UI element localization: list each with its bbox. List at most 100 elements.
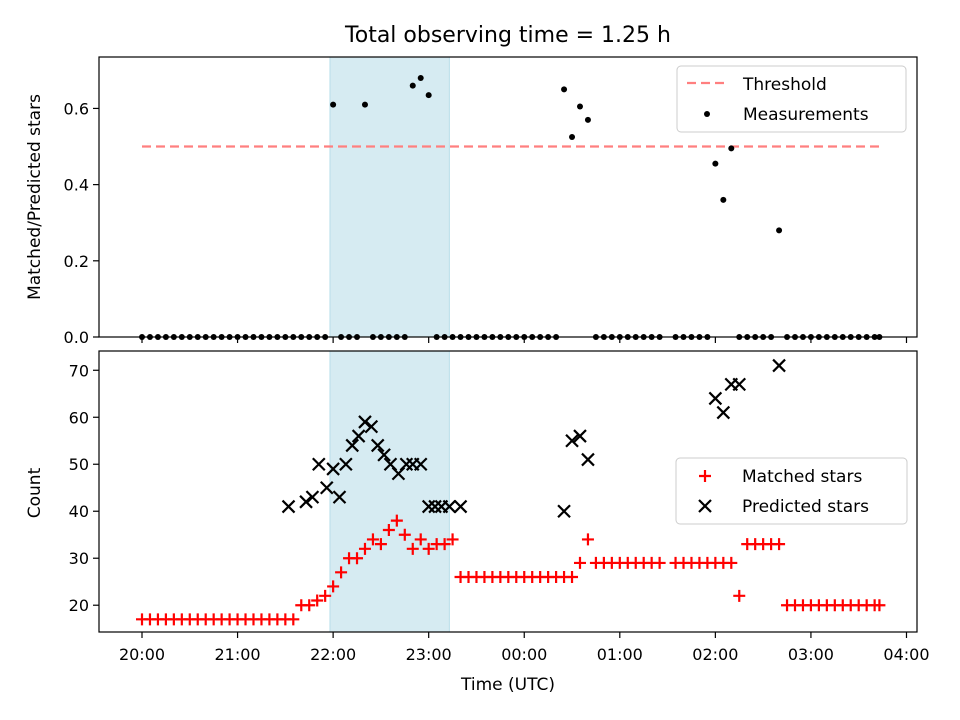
predicted-star-marker bbox=[399, 457, 414, 472]
predicted-star-marker bbox=[581, 452, 595, 467]
predicted-star-marker bbox=[281, 499, 296, 514]
matched-star-marker bbox=[414, 533, 427, 546]
x-axis-label: Time (UTC) bbox=[460, 675, 555, 695]
top-y-axis-label: Matched/Predicted stars bbox=[25, 94, 45, 300]
matched-star-marker bbox=[733, 589, 746, 602]
measurement-point bbox=[361, 101, 368, 108]
bottom-x-tick-label: 00:00 bbox=[501, 645, 547, 664]
matched-star-marker bbox=[398, 528, 411, 541]
highlight-span-rect bbox=[329, 350, 450, 633]
predicted-star-marker bbox=[716, 405, 731, 420]
bottom-y-axis-label: Count bbox=[25, 467, 45, 518]
legend-matched-label: Matched stars bbox=[742, 467, 862, 487]
matched-star-marker bbox=[303, 599, 316, 612]
top-legend: Threshold Measurements bbox=[676, 65, 907, 133]
predicted-star-marker bbox=[299, 495, 313, 509]
top-y-tick-label: 0.4 bbox=[64, 176, 89, 195]
bottom-x-tick-label: 20:00 bbox=[119, 645, 165, 664]
predicted-star-marker bbox=[305, 490, 320, 504]
bottom-x-tick-label: 02:00 bbox=[692, 645, 738, 664]
predicted-star-marker bbox=[339, 457, 353, 472]
measurement-point bbox=[576, 103, 583, 110]
predicted-star-marker bbox=[442, 499, 457, 514]
legend-predicted-label: Predicted stars bbox=[742, 497, 869, 517]
matched-star-marker bbox=[725, 556, 738, 569]
matched-star-marker bbox=[319, 589, 332, 602]
bottom-legend: Matched stars Predicted stars bbox=[675, 457, 908, 525]
bottom-x-tick-label: 23:00 bbox=[406, 645, 452, 664]
bottom-y-tick-label: 50 bbox=[69, 455, 89, 474]
measurement-point bbox=[720, 196, 727, 203]
top-series-layer bbox=[139, 74, 883, 340]
bottom-y-tick-label: 70 bbox=[69, 361, 89, 380]
predicted-star-marker bbox=[573, 429, 587, 443]
matched-star-marker bbox=[406, 542, 419, 555]
bottom-y-tick-label: 40 bbox=[69, 502, 89, 521]
matched-star-marker bbox=[351, 552, 364, 565]
predicted-star-marker bbox=[732, 377, 747, 392]
predicted-star-marker bbox=[332, 490, 347, 504]
matched-star-marker bbox=[374, 538, 387, 551]
top-axes-frame bbox=[98, 56, 918, 338]
matched-star-marker bbox=[581, 533, 594, 546]
predicted-star-marker bbox=[565, 433, 579, 448]
predicted-star-marker bbox=[351, 429, 366, 443]
predicted-star-marker bbox=[557, 504, 571, 519]
highlight-span-rect bbox=[329, 56, 450, 338]
matched-star-marker bbox=[358, 542, 371, 555]
predicted-star-marker bbox=[413, 457, 428, 472]
bottom-y-tick-label: 30 bbox=[69, 549, 89, 568]
matched-star-marker bbox=[566, 571, 579, 584]
bottom-y-tick-label: 20 bbox=[69, 596, 89, 615]
matched-star-marker bbox=[773, 538, 786, 551]
predicted-star-marker bbox=[364, 419, 379, 434]
matched-star-marker bbox=[873, 599, 886, 612]
matched-star-marker bbox=[335, 566, 348, 579]
bottom-panel: 20 30 40 50 60 70 20:00 21:00 22:00 23:00 00:00 01:… bbox=[25, 350, 930, 695]
top-y-tick-label: 0.0 bbox=[64, 328, 89, 347]
measurement-point bbox=[728, 145, 735, 152]
measurement-point bbox=[330, 101, 337, 108]
top-y-tick-label: 0.2 bbox=[64, 252, 89, 271]
bottom-series-layer bbox=[136, 358, 886, 626]
measurement-point bbox=[776, 227, 783, 234]
predicted-star-marker bbox=[772, 358, 786, 373]
bottom-x-tick-label: 22:00 bbox=[310, 645, 356, 664]
measurement-point bbox=[584, 116, 591, 123]
bottom-x-tick-label: 04:00 bbox=[883, 645, 929, 664]
matched-star-marker bbox=[390, 514, 403, 527]
legend-threshold-label: Threshold bbox=[742, 75, 827, 95]
predicted-star-marker bbox=[428, 499, 442, 514]
matched-star-marker bbox=[422, 542, 435, 555]
predicted-star-marker bbox=[708, 391, 723, 406]
predicted-star-marker bbox=[453, 499, 468, 514]
matched-star-marker bbox=[327, 580, 340, 593]
measurement-point bbox=[409, 82, 416, 89]
predicted-star-marker bbox=[319, 480, 334, 495]
bottom-axes: 20 30 40 50 60 70 20:00 21:00 22:00 23:00 00:00 01:… bbox=[69, 350, 930, 664]
measurement-point bbox=[712, 160, 719, 167]
predicted-star-marker bbox=[345, 438, 360, 453]
bottom-x-tick-label: 21:00 bbox=[215, 645, 261, 664]
matched-star-marker bbox=[287, 613, 300, 626]
legend-measurement-swatch bbox=[704, 111, 710, 117]
bottom-legend-frame bbox=[675, 457, 908, 525]
matched-star-marker bbox=[382, 524, 395, 537]
matched-star-marker bbox=[573, 556, 586, 569]
bottom-x-tick-label: 01:00 bbox=[597, 645, 643, 664]
matched-star-marker bbox=[446, 533, 459, 546]
predicted-star-marker bbox=[358, 415, 372, 429]
top-axes: 0.0 0.2 0.4 0.6 bbox=[64, 56, 918, 347]
bottom-x-tick-label: 03:00 bbox=[788, 645, 834, 664]
bottom-highlight-span bbox=[329, 350, 450, 633]
top-highlight-span bbox=[329, 56, 450, 338]
measurement-point bbox=[417, 74, 424, 81]
predicted-star-marker bbox=[326, 462, 340, 476]
figure-title: Total observing time = 1.25 h bbox=[344, 23, 671, 48]
top-legend-frame bbox=[676, 65, 907, 133]
predicted-star-marker bbox=[312, 457, 326, 472]
matched-star-marker bbox=[653, 556, 666, 569]
predicted-star-marker bbox=[370, 438, 385, 453]
bottom-axes-frame bbox=[98, 350, 918, 633]
bottom-y-tick-label: 60 bbox=[69, 408, 89, 427]
